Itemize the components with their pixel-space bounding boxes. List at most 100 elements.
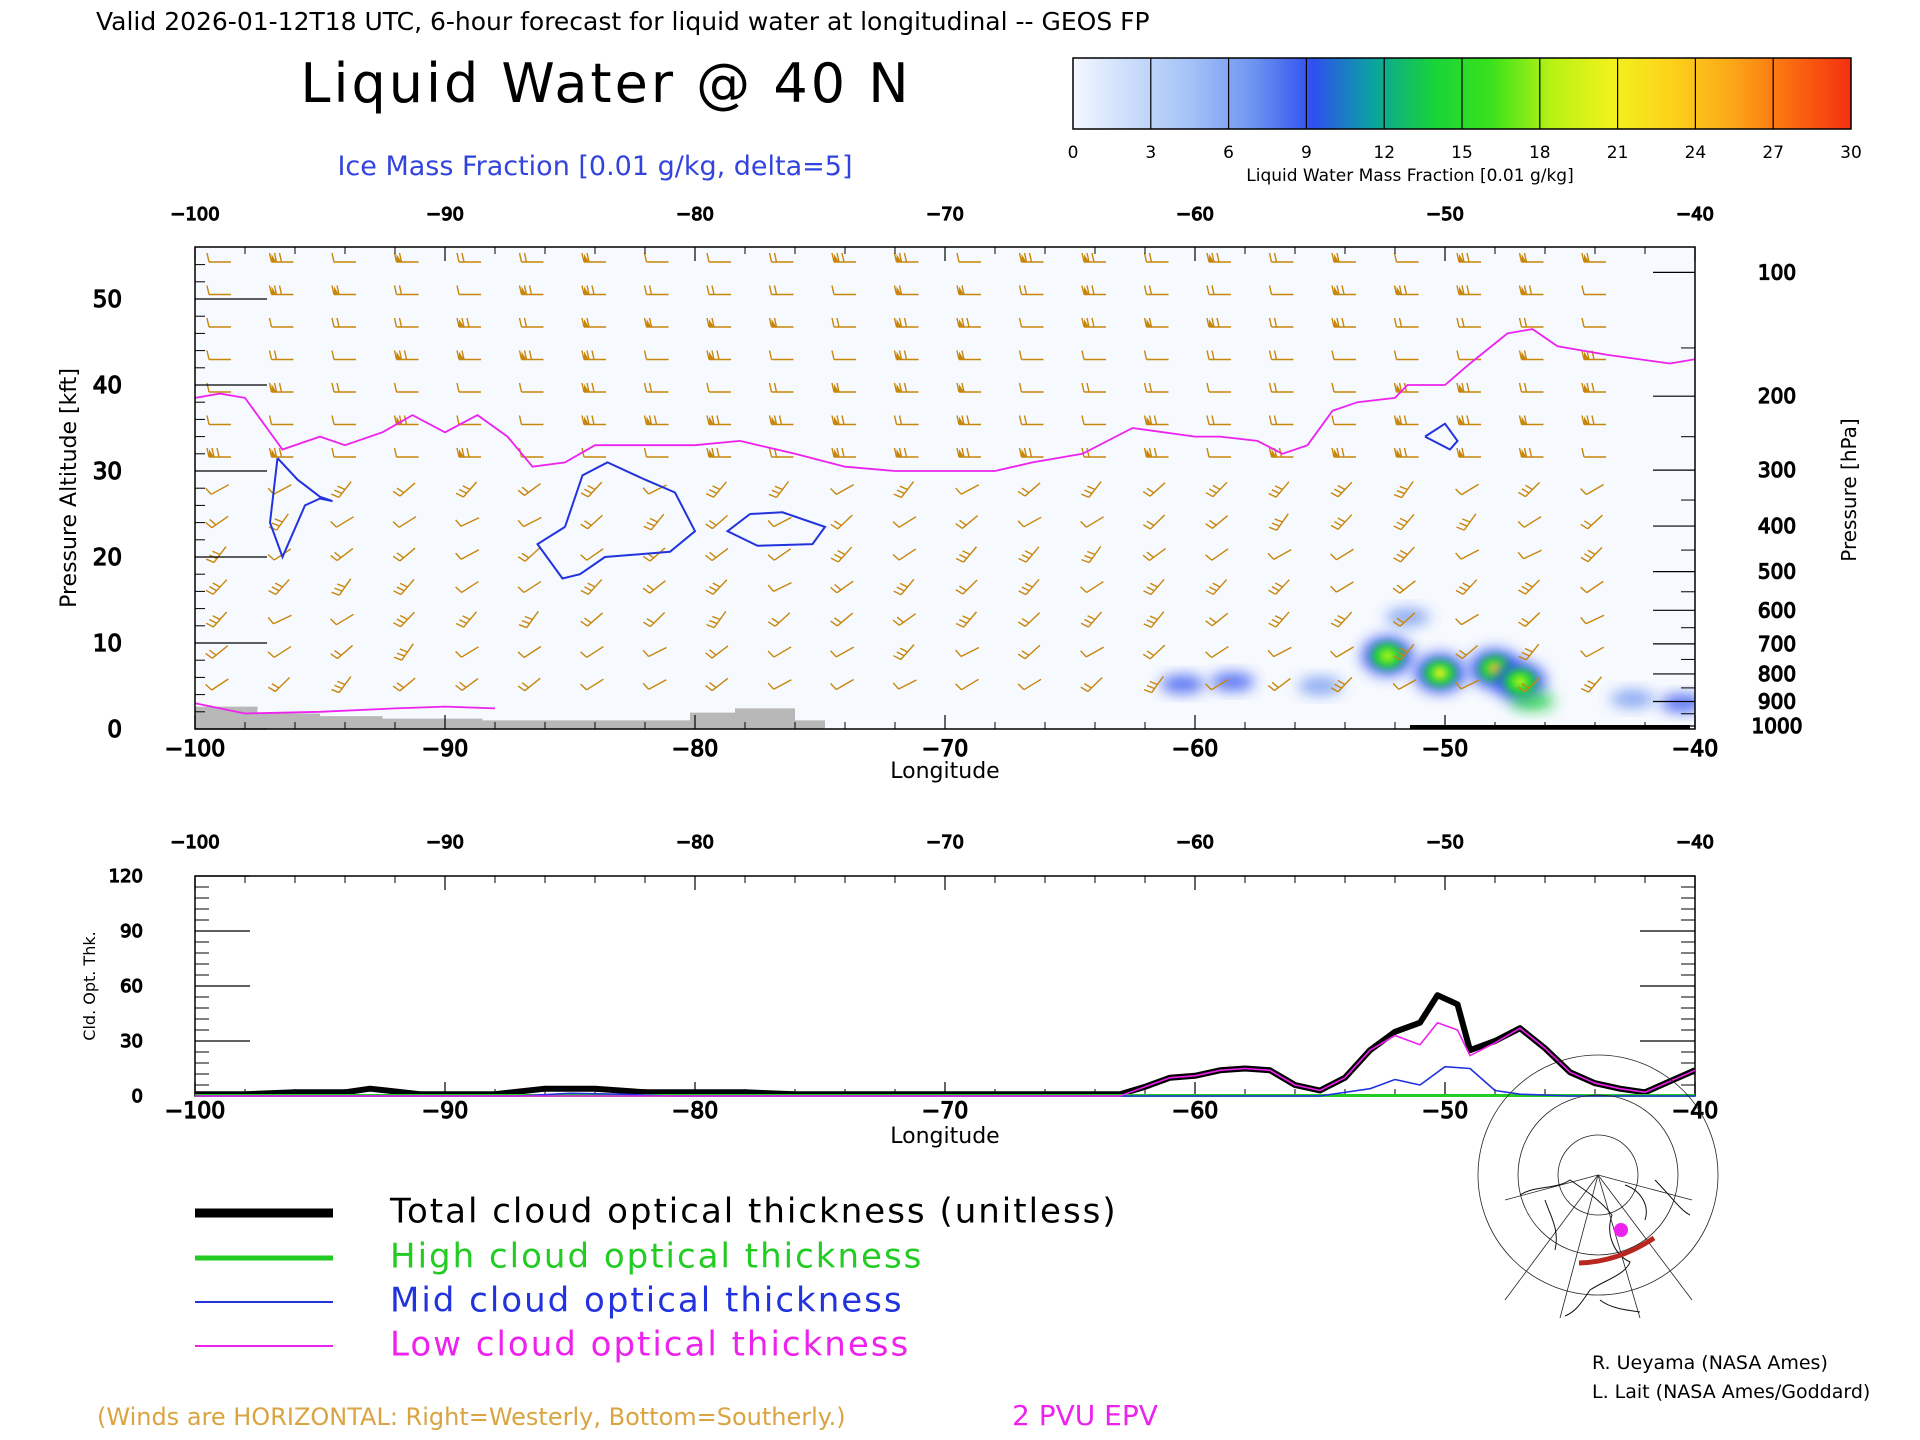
wind-barb	[206, 415, 231, 426]
wind-barb	[1205, 515, 1229, 530]
wind-barb	[1517, 516, 1542, 528]
wind-barb	[643, 415, 669, 426]
wind-barb	[1393, 252, 1419, 263]
wind-barb	[893, 382, 919, 393]
wind-barb	[268, 285, 294, 296]
wind-barb	[768, 252, 794, 263]
wind-barb	[1267, 677, 1291, 692]
wind-barb	[1017, 644, 1041, 660]
wind-barb	[1393, 285, 1419, 296]
upper-right-tick-label: 900	[1758, 689, 1796, 713]
wind-barb	[456, 252, 481, 263]
wind-barb	[1142, 548, 1166, 561]
upper-y-tick-label: 0	[107, 717, 122, 743]
wind-barb	[206, 447, 231, 458]
wind-barb	[330, 613, 354, 626]
upper-right-tick-label: 500	[1758, 560, 1796, 584]
lower-x-tick-label: −90	[422, 1099, 468, 1124]
upper-ylabel-left: Pressure Altitude [kft]	[57, 368, 82, 608]
wind-barb	[267, 614, 292, 625]
wind-barb	[1017, 516, 1042, 528]
winds-note: (Winds are HORIZONTAL: Right=Westerly, B…	[97, 1403, 846, 1431]
lower-y-tick-label: 0	[132, 1086, 143, 1107]
colorbar-tick-label: 0	[1068, 143, 1079, 163]
wind-barb	[517, 580, 542, 594]
inset-map-coastlines	[1519, 1179, 1691, 1317]
wind-barb	[956, 252, 981, 263]
wind-barb	[1143, 675, 1164, 694]
wind-barb	[581, 252, 606, 263]
wind-barb	[1518, 643, 1540, 661]
epv-2pvu-line	[195, 328, 1695, 472]
wind-barb	[1331, 350, 1356, 361]
wind-barb	[1331, 317, 1356, 328]
wind-barb	[706, 252, 731, 263]
wind-barb	[1268, 350, 1294, 361]
wind-barb	[206, 285, 231, 296]
wind-barb	[893, 447, 919, 458]
wind-barb	[1455, 613, 1479, 626]
wind-barb	[206, 252, 231, 263]
wind-barb	[643, 382, 669, 393]
wind-barb	[1455, 549, 1480, 560]
epv-label: 2 PVU EPV	[1012, 1399, 1158, 1432]
wind-barb	[830, 678, 855, 691]
wind-barb	[581, 285, 606, 296]
wind-barb	[831, 447, 856, 458]
upper-panel-background	[195, 247, 1695, 729]
wind-barb	[955, 484, 980, 495]
wind-barb	[331, 415, 356, 426]
epv-lower-line	[195, 702, 496, 715]
ice-contour	[1424, 422, 1459, 451]
wind-barb	[1143, 285, 1169, 296]
wind-barb	[956, 317, 981, 328]
wind-barb	[706, 350, 731, 361]
lower-xlabel: Longitude	[890, 1124, 999, 1149]
wind-barb	[1581, 415, 1606, 426]
wind-barb	[1330, 581, 1354, 593]
wind-barb	[1518, 252, 1544, 263]
credit-2: L. Lait (NASA Ames/Goddard)	[1592, 1381, 1870, 1403]
wind-barb	[1143, 611, 1165, 628]
wind-barb	[1205, 481, 1228, 498]
wind-barb	[268, 252, 294, 263]
wind-barb	[205, 579, 228, 595]
upper-xlabel: Longitude	[890, 759, 999, 784]
wind-barb	[1581, 285, 1606, 296]
wind-barb	[206, 317, 231, 328]
wind-barb	[1392, 612, 1416, 627]
wind-barb	[643, 513, 665, 531]
wind-barb	[1456, 317, 1481, 328]
wind-barb	[455, 517, 480, 527]
colorbar-tick-label: 12	[1373, 143, 1395, 163]
wind-barb	[581, 317, 606, 328]
wind-barb	[456, 350, 481, 361]
wind-barb	[1393, 546, 1415, 563]
wind-barb	[580, 548, 604, 561]
lower-ylabel: Cld. Opt. Thk.	[80, 931, 99, 1040]
wind-barb	[1205, 612, 1229, 627]
wind-barb	[1331, 285, 1356, 296]
wind-barb	[517, 483, 541, 496]
upper-top-x-tick-label: −90	[426, 204, 464, 225]
wind-barb	[705, 481, 727, 498]
wind-barb	[892, 679, 917, 690]
colorbar-tick-label: 9	[1301, 143, 1312, 163]
wind-barb	[1018, 546, 1040, 563]
wind-barb	[580, 645, 604, 659]
wind-barb	[1580, 546, 1603, 563]
lower-top-x-tick-label: −40	[1676, 832, 1714, 853]
liquid-water-peak	[1380, 649, 1395, 662]
lower-panel-frame	[194, 875, 1696, 1097]
ice-contour	[536, 461, 697, 580]
lower-x-tick-label: −80	[672, 1099, 718, 1124]
liquid-water-patch	[1510, 692, 1555, 711]
colorbar-tick-label: 3	[1145, 143, 1156, 163]
wind-barb	[706, 317, 731, 328]
lower-top-x-tick-label: −100	[170, 832, 219, 853]
wind-barb	[893, 644, 915, 661]
wind-barb	[706, 415, 731, 426]
wind-barb	[331, 447, 356, 458]
wind-barb	[1331, 415, 1356, 426]
wind-barb	[955, 646, 980, 658]
